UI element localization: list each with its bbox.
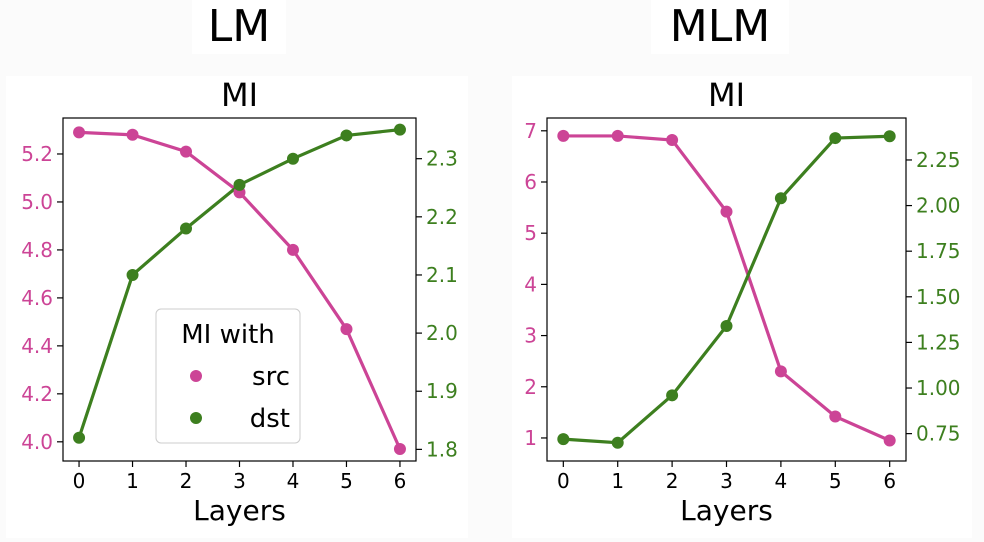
y-right-tick-label-lm: 2.0 [426, 321, 458, 345]
chart-panel-lm: MI 0 1 2 3 4 5 6 Layers 4.0 4.2 4.4 4.6 4.8 5.0 5.2 1.8 1… [6, 76, 468, 538]
chart-title-mlm: MI [708, 76, 745, 114]
y-left-tick-label-lm: 4.4 [21, 334, 53, 358]
data-point-src-mlm [557, 129, 570, 142]
data-point-src-mlm [666, 134, 679, 147]
data-point-dst-mlm [829, 132, 842, 145]
x-tick-label-lm: 6 [394, 469, 407, 493]
y-right-tick-label-mlm: 1.00 [916, 376, 961, 400]
y-left-tick-label-mlm: 4 [524, 272, 537, 296]
x-tick-label-mlm: 5 [829, 469, 842, 493]
x-tick-label-lm: 0 [73, 469, 86, 493]
section-title-lm: LM [192, 0, 286, 54]
data-point-src-lm [180, 145, 193, 158]
data-point-src-lm [73, 126, 86, 139]
y-right-tick-label-lm: 2.1 [426, 263, 458, 287]
data-point-dst-mlm [666, 389, 679, 402]
y-left-tick-label-lm: 4.8 [21, 238, 53, 262]
y-right-tick-label-mlm: 1.50 [916, 285, 961, 309]
data-point-dst-lm [180, 222, 193, 235]
y-left-tick-label-lm: 4.6 [21, 286, 53, 310]
x-tick-label-lm: 5 [340, 469, 353, 493]
data-point-dst-lm [340, 129, 353, 142]
x-tick-label-lm: 4 [287, 469, 300, 493]
data-point-dst-lm [393, 123, 406, 136]
data-point-src-lm [340, 323, 353, 336]
y-left-tick-label-lm: 5.0 [21, 190, 53, 214]
series-line-dst-mlm [563, 134, 890, 445]
data-point-dst-lm [233, 178, 246, 191]
data-point-dst-lm [286, 152, 299, 165]
chart-panel-mlm: MI 0 1 2 3 4 5 6 Layers 1 2 3 4 5 6 7 0.75 1.00 1.25 1.50 1.… [512, 76, 972, 538]
legend-label-src-lm: src [252, 362, 290, 392]
legend-marker-src-lm [190, 370, 202, 382]
y-left-tick-label-mlm: 7 [524, 119, 537, 143]
data-point-dst-mlm [883, 130, 896, 143]
series-line-src-mlm [563, 134, 891, 442]
data-point-dst-mlm [557, 433, 570, 446]
chart-lm: MI 0 1 2 3 4 5 6 Layers 4.0 4.2 4.4 4.6 4.8 5.0 5.2 1.8 1… [21, 76, 458, 527]
data-point-src-mlm [720, 205, 733, 218]
plot-frame-mlm [546, 117, 907, 462]
data-point-src-lm [286, 243, 299, 256]
legend-label-dst-lm: dst [250, 404, 290, 434]
chart-mlm: MI0 1 2 3 4 5 6Layers12345670.751.001.251.501.… [524, 76, 961, 527]
chart-title-lm: MI [221, 76, 258, 114]
legend-title-lm: MI with [181, 320, 275, 350]
x-tick-label-mlm: 6 [883, 469, 896, 493]
section-title-mlm: MLM [651, 0, 789, 54]
y-left-tick-label-lm: 4.2 [21, 382, 53, 406]
legend-marker-dst-lm [190, 412, 202, 424]
data-point-dst-mlm [720, 319, 733, 332]
y-left-tick-label-lm: 5.2 [21, 142, 53, 166]
y-right-tick-label-mlm: 1.25 [916, 330, 961, 354]
x-axis-label-mlm: Layers [680, 494, 773, 527]
x-axis-label-lm: Layers [193, 494, 286, 527]
y-left-tick-label-mlm: 6 [524, 170, 537, 194]
x-tick-label-lm: 3 [233, 469, 246, 493]
y-left-tick-label-mlm: 3 [524, 324, 537, 348]
y-right-tick-label-lm: 2.3 [426, 147, 458, 171]
y-right-tick-label-mlm: 1.75 [916, 239, 961, 263]
y-left-tick-label-mlm: 1 [524, 426, 537, 450]
y-right-tick-label-mlm: 2.25 [916, 148, 961, 172]
data-point-src-mlm [829, 410, 842, 423]
data-point-dst-mlm [774, 192, 787, 205]
y-right-tick-label-mlm: 2.00 [916, 194, 961, 218]
y-left-tick-label-mlm: 5 [524, 221, 537, 245]
data-point-src-mlm [774, 365, 787, 378]
y-left-tick-label-lm: 4.0 [21, 430, 53, 454]
data-point-src-lm [393, 443, 406, 456]
x-tick-label-lm: 1 [126, 469, 139, 493]
x-tick-label-mlm: 2 [666, 469, 679, 493]
x-tick-label-mlm: 1 [611, 469, 624, 493]
x-tick-label-lm: 2 [180, 469, 193, 493]
x-tick-label-mlm: 0 [557, 469, 570, 493]
data-point-dst-mlm [611, 436, 624, 449]
y-right-tick-label-lm: 1.8 [426, 437, 458, 461]
data-point-src-lm [126, 128, 139, 141]
legend-box-lm [155, 308, 301, 444]
data-point-src-mlm [883, 434, 896, 447]
data-point-dst-lm [73, 431, 86, 444]
y-right-tick-label-mlm: 0.75 [916, 422, 961, 446]
y-right-tick-label-lm: 1.9 [426, 379, 458, 403]
y-left-tick-label-mlm: 2 [524, 375, 537, 399]
y-right-tick-label-lm: 2.2 [426, 205, 458, 229]
data-point-src-mlm [611, 129, 624, 142]
x-tick-label-mlm: 3 [720, 469, 733, 493]
x-tick-label-mlm: 4 [775, 469, 788, 493]
data-point-dst-lm [126, 268, 139, 281]
